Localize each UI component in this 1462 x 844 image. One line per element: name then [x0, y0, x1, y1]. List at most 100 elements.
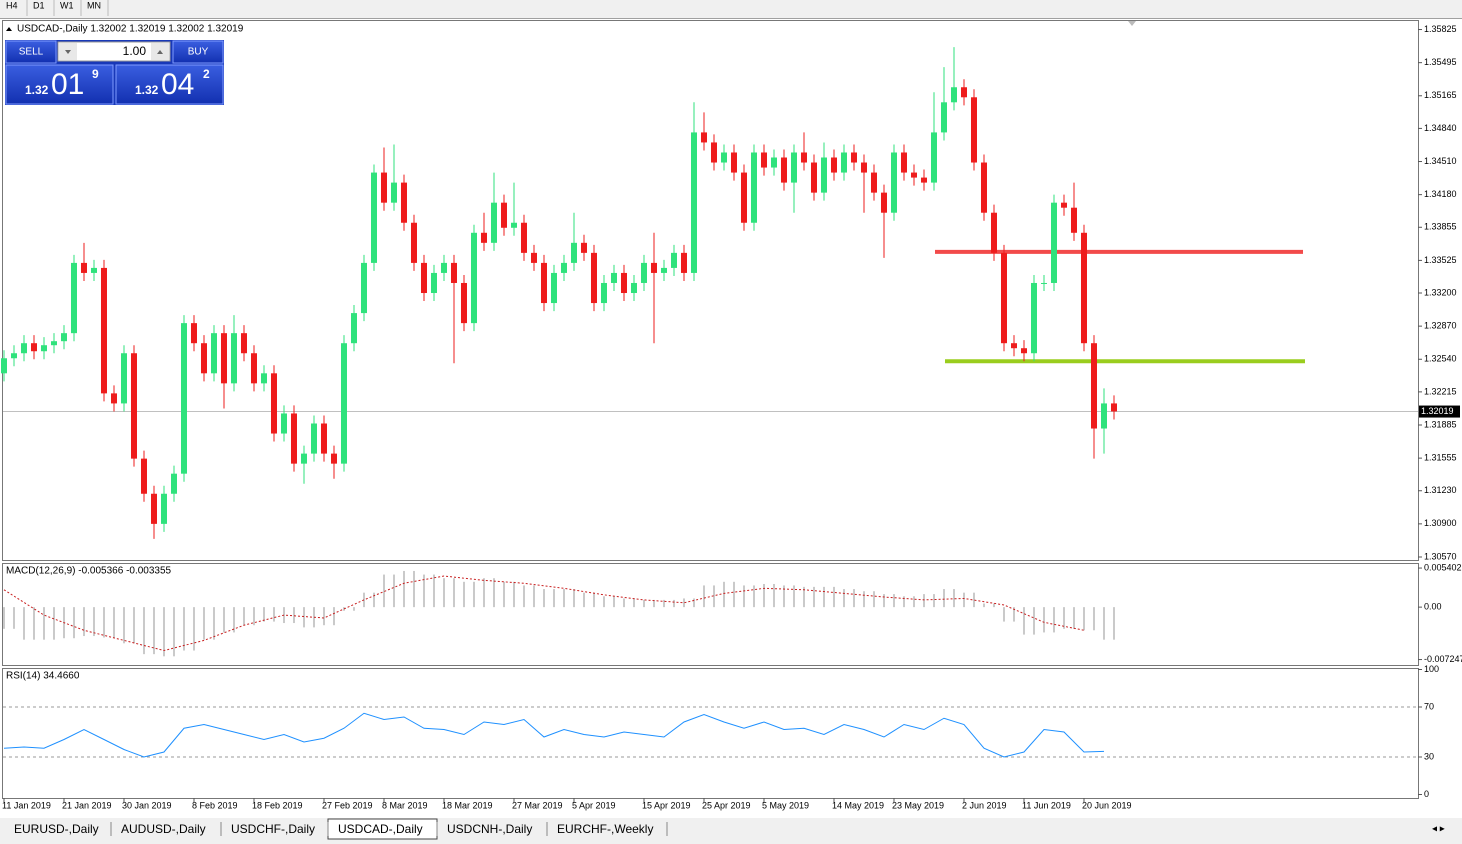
candle-body [51, 341, 57, 346]
timeframe-button[interactable]: H4 [6, 0, 18, 10]
buy-label[interactable]: BUY [188, 47, 209, 58]
x-tick-label: 2 Jun 2019 [962, 800, 1007, 810]
candle-body [661, 267, 667, 273]
candle-body [711, 142, 717, 163]
candle-body [41, 345, 47, 352]
symbol-tab[interactable]: USDCHF-,Daily [231, 822, 315, 836]
x-tick-label: 23 May 2019 [892, 800, 944, 810]
candle-body [491, 202, 497, 243]
y-tick-label: 1.32540 [1424, 354, 1457, 364]
candle-body [201, 343, 207, 374]
macd-signal [3, 575, 1085, 652]
candle-body [371, 172, 377, 263]
candle-body [151, 493, 157, 524]
x-tick-label: 18 Feb 2019 [252, 800, 303, 810]
candle-body [1011, 343, 1017, 349]
timeframe-button[interactable]: D1 [33, 0, 45, 10]
tab-scroll[interactable]: ◂ ▸ [1432, 824, 1445, 835]
candle-body [291, 413, 297, 464]
candle-body [541, 262, 547, 304]
lot-input[interactable] [57, 41, 171, 62]
candle-body [251, 353, 257, 384]
candle-body [481, 232, 487, 243]
x-tick-label: 5 Apr 2019 [572, 800, 616, 810]
symbol-tab[interactable]: AUDUSD-,Daily [121, 822, 206, 836]
candle-body [831, 157, 837, 173]
rsi-title: RSI(14) 34.4660 [6, 671, 80, 682]
y-tick-label: 1.34840 [1424, 123, 1457, 133]
y-tick-label: 70 [1424, 701, 1434, 711]
candle-body [131, 353, 137, 459]
buy-button[interactable] [172, 40, 224, 64]
timeframe-button[interactable]: W1 [60, 0, 74, 10]
buy-price-main: 04 [161, 68, 194, 101]
candle-body [391, 182, 397, 203]
buy-price-box[interactable] [115, 64, 224, 105]
candle-body [991, 212, 997, 253]
bid-label: 1.32019 [1421, 406, 1454, 416]
sell-price-prefix: 1.32 [25, 83, 49, 97]
candle-body [461, 282, 467, 324]
candle-body [561, 262, 567, 273]
candle-body [281, 413, 287, 434]
candle-body [361, 262, 367, 314]
sell-price-box[interactable] [5, 64, 114, 105]
candle-body [931, 132, 937, 183]
candle-body [581, 242, 587, 253]
buy-price-prefix: 1.32 [135, 83, 159, 97]
candle-body [981, 162, 987, 213]
candle-body [341, 343, 347, 464]
lot-down-arrow [65, 50, 71, 54]
candle-body [851, 152, 857, 163]
y-tick-label: 0.005402 [1424, 562, 1462, 572]
candle-body [641, 262, 647, 283]
candle-body [621, 272, 627, 294]
candle-body [441, 262, 447, 273]
x-tick-label: 11 Jan 2019 [2, 800, 51, 810]
x-tick-label: 15 Apr 2019 [642, 800, 691, 810]
candle-body [81, 262, 87, 273]
candle-body [901, 152, 907, 173]
lot-value[interactable]: 1.00 [123, 44, 147, 58]
rsi-frame [2, 668, 1419, 799]
symbol-tab[interactable]: USDCNH-,Daily [447, 822, 532, 836]
candle-body [101, 267, 107, 394]
candle-body [331, 453, 337, 464]
candle-body [381, 172, 387, 203]
candle-body [471, 232, 477, 324]
y-tick-label: 100 [1424, 664, 1439, 674]
sell-label[interactable]: SELL [19, 47, 44, 58]
candle-body [511, 222, 517, 228]
macd-frame [2, 563, 1419, 666]
x-tick-label: 25 Apr 2019 [702, 800, 751, 810]
candle-body [241, 333, 247, 354]
candle-body [21, 343, 27, 354]
candle-body [1001, 252, 1007, 344]
candle-body [841, 152, 847, 173]
candle-body [111, 393, 117, 404]
timeframe-button[interactable]: MN [87, 0, 101, 10]
candle-body [881, 192, 887, 213]
y-tick-label: 1.31230 [1424, 485, 1457, 495]
y-tick-label: 1.32215 [1424, 386, 1457, 396]
candle-body [221, 333, 227, 384]
candle-body [91, 267, 97, 273]
sell-price-main: 01 [51, 68, 84, 101]
y-tick-label: 1.33525 [1424, 255, 1457, 265]
candle-body [1051, 202, 1057, 283]
sell-button[interactable] [5, 40, 57, 64]
symbol-tab[interactable]: EURCHF-,Weekly [557, 822, 653, 836]
candle-body [741, 172, 747, 223]
chart-title: USDCAD-,Daily 1.32002 1.32019 1.32002 1.… [17, 24, 244, 35]
candle-body [531, 252, 537, 263]
candle-body [451, 262, 457, 283]
x-tick-label: 11 Jun 2019 [1022, 800, 1071, 810]
rsi-line [3, 712, 1105, 758]
candle-body [121, 353, 127, 404]
y-tick-label: 1.31885 [1424, 419, 1457, 429]
candle-body [271, 373, 277, 434]
candle-body [751, 152, 757, 223]
symbol-tab[interactable]: EURUSD-,Daily [14, 822, 99, 836]
symbol-tab[interactable]: USDCAD-,Daily [338, 822, 423, 836]
x-tick-label: 30 Jan 2019 [122, 800, 172, 810]
